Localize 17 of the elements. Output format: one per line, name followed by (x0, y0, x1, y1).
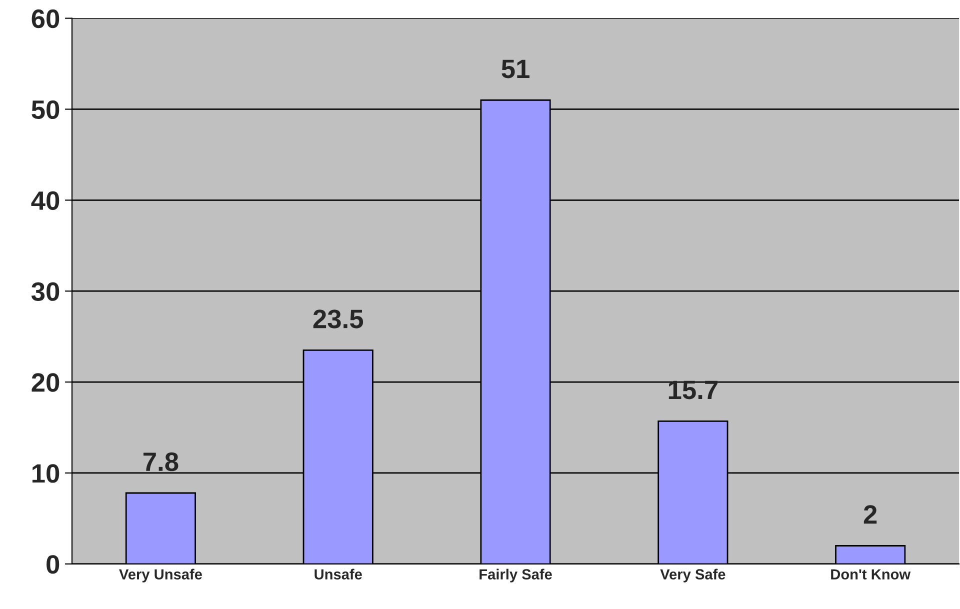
data-label: 51 (502, 60, 530, 78)
x-tick-label: Very Unsafe (119, 568, 202, 582)
y-tick-label: 50 (32, 100, 60, 120)
x-tick-label: Unsafe (314, 568, 362, 580)
y-tick-label: 60 (32, 9, 60, 28)
y-tick-label: 20 (32, 373, 60, 392)
y-tick-label: 0 (46, 555, 60, 574)
data-label: 23.5 (313, 310, 364, 328)
data-label: 2 (864, 505, 877, 524)
y-tick-label: 30 (31, 282, 60, 301)
x-tick-label: Don't Know (831, 569, 911, 580)
y-tick-label: 40 (31, 191, 60, 210)
data-label: 15.7 (668, 380, 718, 400)
x-tick-label: Fairly Safe (480, 568, 552, 582)
data-label: 7.8 (144, 452, 178, 472)
x-tick-label: Very Safe (660, 568, 726, 582)
y-tick-label: 10 (32, 464, 60, 483)
